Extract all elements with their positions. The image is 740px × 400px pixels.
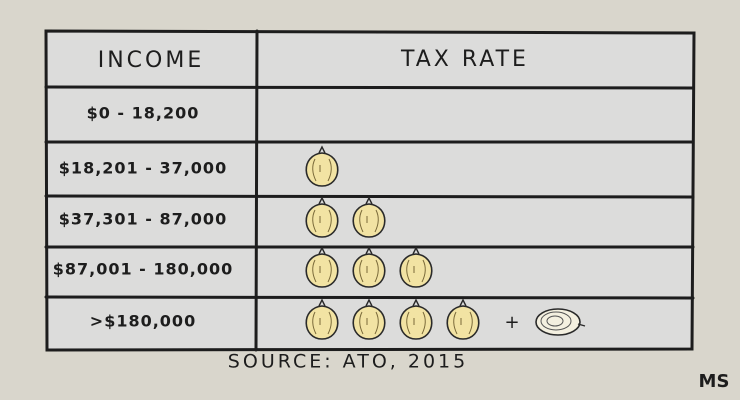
onion-bulb bbox=[446, 305, 480, 340]
onion-top bbox=[412, 298, 420, 307]
onion-lines bbox=[406, 259, 426, 283]
onion-lines bbox=[406, 311, 426, 335]
onion-lines bbox=[312, 158, 332, 182]
onion-bulb bbox=[399, 253, 433, 288]
onion-bulb bbox=[305, 305, 339, 340]
onion bbox=[305, 298, 339, 340]
onion bbox=[399, 298, 433, 340]
column-divider bbox=[254, 29, 259, 352]
onion-bulb bbox=[352, 305, 386, 340]
onion-top bbox=[318, 246, 326, 255]
onion bbox=[305, 246, 339, 288]
onion-top bbox=[459, 298, 467, 307]
income-label: $37,301 - 87,000 bbox=[59, 210, 227, 229]
logo: MS bbox=[699, 371, 730, 392]
row-divider bbox=[44, 85, 695, 90]
onion-bulb bbox=[352, 253, 386, 288]
plus-sign: + bbox=[504, 312, 519, 333]
onion bbox=[305, 145, 339, 187]
onion bbox=[305, 196, 339, 238]
onion-bulb bbox=[352, 203, 386, 238]
halved-onion-body bbox=[535, 308, 581, 336]
onion-lines bbox=[359, 209, 379, 233]
onion-top bbox=[318, 298, 326, 307]
onion-bulb bbox=[305, 203, 339, 238]
table-frame bbox=[44, 29, 696, 352]
header-income: INCOME bbox=[98, 48, 205, 73]
income-label: $87,001 - 180,000 bbox=[53, 260, 234, 279]
onion bbox=[446, 298, 480, 340]
source: SOURCE: ATO, 2015 bbox=[228, 351, 468, 373]
onion-bulb bbox=[399, 305, 433, 340]
halved-onion-ring bbox=[546, 315, 564, 327]
row-divider bbox=[44, 194, 695, 199]
halved-onion bbox=[535, 308, 586, 336]
onion-lines bbox=[312, 209, 332, 233]
onion-top bbox=[318, 145, 326, 154]
onion-lines bbox=[359, 259, 379, 283]
header-tax-rate: TAX RATE bbox=[400, 47, 529, 72]
onion-lines bbox=[312, 311, 332, 335]
onion-bulb bbox=[305, 152, 339, 187]
onion-top bbox=[318, 196, 326, 205]
income-label: >$180,000 bbox=[90, 312, 196, 331]
onion-top bbox=[412, 246, 420, 255]
row-dividers bbox=[44, 85, 695, 300]
onion-top bbox=[365, 196, 373, 205]
onion-lines bbox=[359, 311, 379, 335]
income-label: $18,201 - 37,000 bbox=[59, 159, 227, 178]
onion-lines bbox=[453, 311, 473, 335]
onion bbox=[352, 246, 386, 288]
halved-onion-tip bbox=[577, 323, 586, 327]
onion bbox=[399, 246, 433, 288]
onion bbox=[352, 298, 386, 340]
onion-bulb bbox=[305, 253, 339, 288]
onion-top bbox=[365, 298, 373, 307]
onion-lines bbox=[312, 259, 332, 283]
row-divider bbox=[44, 295, 695, 300]
halved-onion-ring bbox=[540, 311, 572, 331]
income-label: $0 - 18,200 bbox=[87, 104, 200, 123]
onion-top bbox=[365, 246, 373, 255]
onion bbox=[352, 196, 386, 238]
